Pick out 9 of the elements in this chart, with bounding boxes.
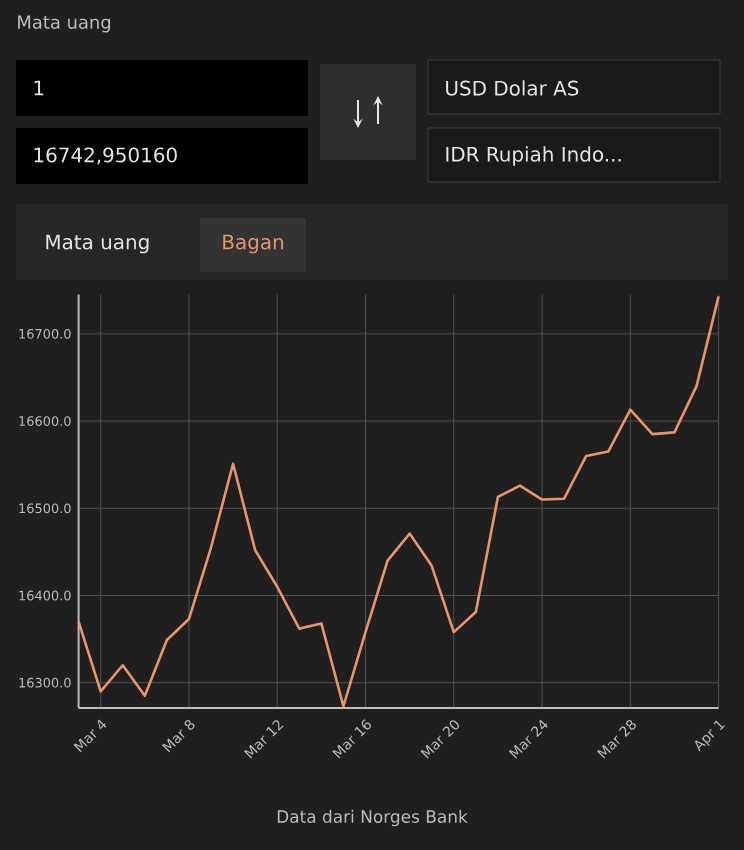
text: Data dari Norges Bank [277, 809, 468, 827]
line-series [77, 295, 720, 708]
text: Bagan [223, 234, 284, 254]
text: Mata uang [46, 234, 149, 254]
text: USD Dolar AS [446, 80, 579, 96]
text: 16742,950160 [34, 147, 177, 165]
chart-title: Mata uang [18, 15, 111, 33]
text: IDR Rupiah Indo... [446, 146, 621, 166]
text: 1 [34, 80, 44, 96]
